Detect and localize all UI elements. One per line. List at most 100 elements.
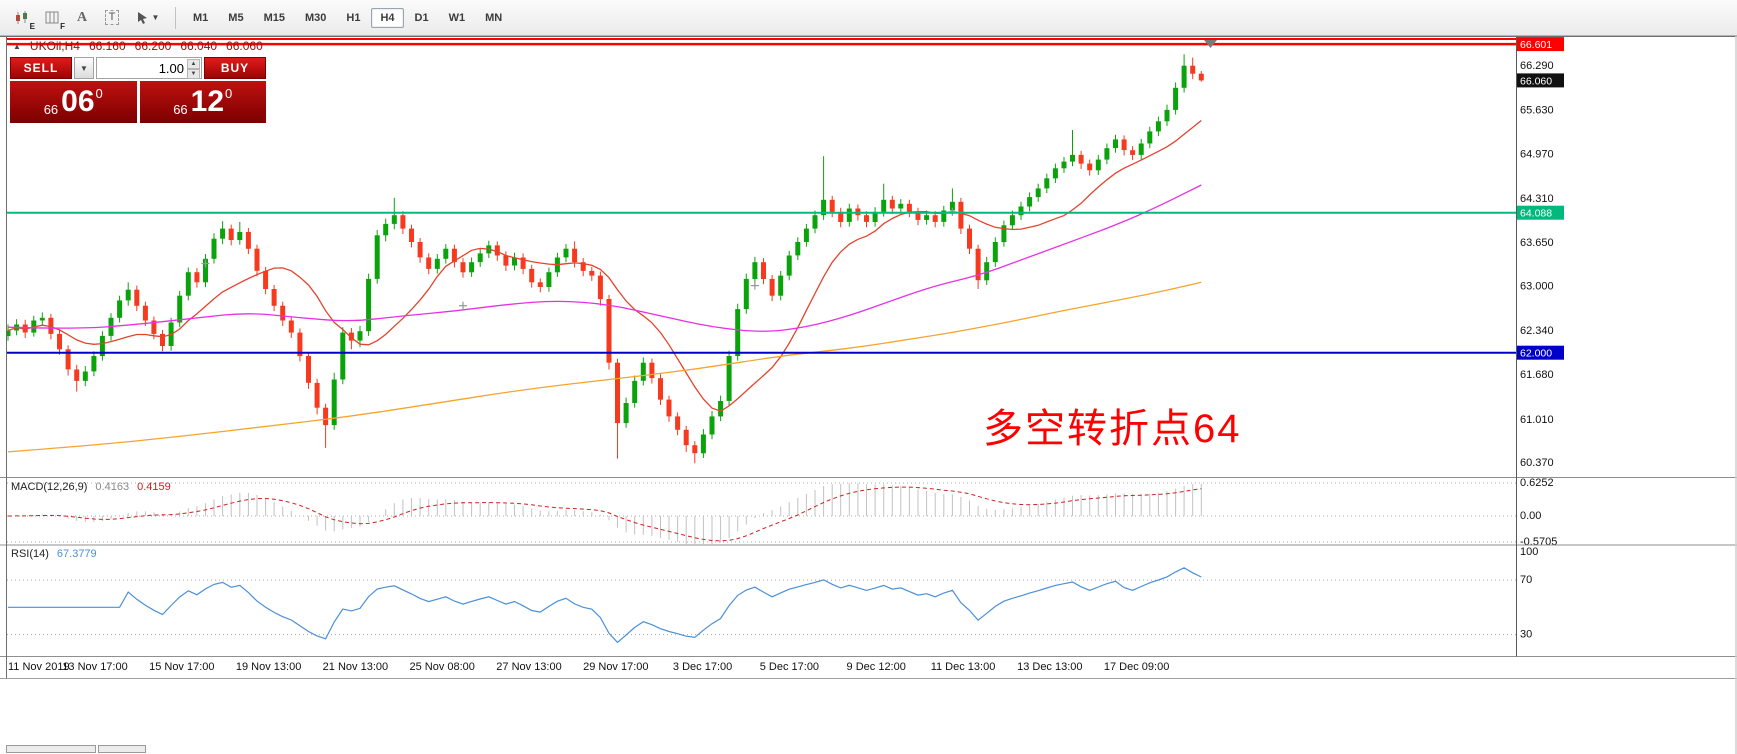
grid-icon [45, 11, 59, 23]
bid-big-digits: 06 [61, 85, 95, 118]
chart-ohlc-header: ▲ UKOil,H4 66.160 66.200 66.040 66.060 [13, 39, 263, 53]
price-badge [1517, 205, 1564, 220]
time-axis[interactable] [7, 657, 1516, 678]
time-axis-label: 25 Nov 08:00 [409, 661, 474, 673]
price-badge-label: 62.000 [1520, 348, 1552, 360]
price-axis-label: 63.000 [1520, 281, 1554, 293]
chart-plot-area[interactable] [7, 37, 1516, 678]
timeframe-button-m1[interactable]: M1 [193, 11, 209, 24]
time-axis-label: 3 Dec 17:00 [673, 661, 732, 673]
time-axis-label: 19 Nov 13:00 [236, 661, 301, 673]
chart-template-f-button[interactable]: F [38, 5, 66, 31]
rsi-axis-label: 70 [1520, 574, 1532, 586]
rsi-axis-label: 30 [1520, 629, 1532, 641]
macd-title: MACD(12,26,9) [11, 481, 88, 493]
timeframe-button-mn[interactable]: MN [485, 11, 503, 24]
rsi-value: 67.3779 [56, 548, 97, 560]
macd-histogram [16, 483, 1202, 544]
time-axis-label: 13 Dec 13:00 [1017, 661, 1082, 673]
rsi-axis-label: 100 [1520, 546, 1538, 558]
price-axis-label: 60.370 [1520, 457, 1554, 469]
time-axis-label: 5 Dec 17:00 [760, 661, 819, 673]
timeframe-button-m5[interactable]: M5 [228, 11, 244, 24]
text-t-icon: T [104, 10, 120, 25]
buy-button[interactable]: BUY [204, 57, 266, 79]
time-axis-label: 27 Nov 13:00 [496, 661, 561, 673]
symbol-label: UKOil,H4 [29, 39, 80, 53]
toolbar-separator [175, 6, 176, 29]
bid-prefix: 66 [43, 102, 59, 117]
price-badge-label: 64.088 [1520, 208, 1552, 220]
timeframe-button-h1[interactable]: H1 [346, 11, 361, 24]
ma-mid-line [7, 184, 1202, 332]
ask-sup-digit: 0 [225, 86, 233, 101]
ask-price-display[interactable]: 66 12 0 [139, 81, 266, 123]
one-click-trading-panel: SELL ▼ ▲ ▼ BUY 66 06 0 66 12 0 [10, 57, 266, 123]
price-axis-label: 61.680 [1520, 369, 1554, 381]
ohlc-low: 66.040 [180, 39, 218, 53]
timeframe-button-m15[interactable]: M15 [263, 11, 285, 24]
price-axis-label: 61.010 [1520, 414, 1554, 426]
text-annotation-button[interactable]: A [68, 5, 96, 31]
time-axis-label: 29 Nov 17:00 [583, 661, 648, 673]
chart-template-e-button[interactable]: E [8, 5, 36, 31]
bid-sup-digit: 0 [95, 86, 103, 101]
volume-down-button[interactable]: ▼ [187, 69, 200, 79]
tool-sub-label: E [29, 21, 35, 31]
volume-up-button[interactable]: ▲ [187, 59, 200, 69]
text-a-icon: A [76, 9, 88, 25]
minimized-window-tab[interactable] [98, 745, 146, 753]
price-badge [1517, 73, 1564, 88]
price-badge [1517, 37, 1564, 52]
ohlc-high: 66.200 [134, 39, 172, 53]
macd-axis-label: 0.00 [1520, 510, 1541, 522]
price-axis-label: 64.970 [1520, 149, 1554, 161]
cursor-icon [137, 12, 147, 24]
price-axis-label: 63.650 [1520, 237, 1554, 249]
timeframe-button-w1[interactable]: W1 [448, 11, 466, 24]
rsi-line [8, 567, 1202, 644]
symbol-marker-icon: ▲ [13, 41, 21, 51]
price-axis-label: 65.630 [1520, 104, 1554, 116]
price-badge-label: 66.060 [1520, 75, 1552, 87]
timeframe-button-d1[interactable]: D1 [414, 11, 429, 24]
tool-sub-label: F [60, 21, 65, 31]
price-badge [1517, 345, 1564, 360]
time-axis-label: 21 Nov 13:00 [323, 661, 388, 673]
ask-big-digits: 12 [190, 85, 225, 118]
time-axis-label: 13 Nov 17:00 [62, 661, 127, 673]
volume-dropdown[interactable]: ▼ [74, 57, 94, 79]
bid-price-display[interactable]: 66 06 0 [10, 81, 137, 123]
volume-input[interactable] [97, 58, 201, 78]
volume-field: ▲ ▼ [96, 57, 202, 79]
ma-fast-line [7, 119, 1202, 412]
price-badge-label: 66.601 [1520, 39, 1552, 51]
ask-prefix: 66 [173, 102, 188, 117]
timeframe-button-m30[interactable]: M30 [304, 11, 327, 24]
time-axis-label: 15 Nov 17:00 [149, 661, 214, 673]
ohlc-open: 66.160 [88, 39, 126, 53]
time-axis-label: 9 Dec 12:00 [847, 661, 906, 673]
chart-text-annotation: 多空转折点64 [983, 407, 1242, 451]
sell-button[interactable]: SELL [10, 57, 72, 79]
macd-signal-line [7, 486, 1202, 542]
ma-slow-line [7, 281, 1202, 453]
chevron-down-icon: ▼ [151, 13, 160, 22]
cursor-tool-button[interactable]: ▼ [128, 5, 166, 31]
timeframe-button-h4[interactable]: H4 [371, 7, 404, 28]
timeframe-toolbar: M1 M5 M15 M30 H1 H4 D1 W1 MN [183, 7, 512, 28]
time-axis-label: 11 Nov 2019 [8, 661, 70, 673]
price-axis-label: 64.310 [1520, 193, 1554, 205]
macd-header: MACD(12,26,9) 0.4163 0.4159 [11, 481, 171, 493]
ohlc-close: 66.060 [226, 39, 263, 53]
text-box-button[interactable]: T [98, 5, 126, 31]
chart-shift-marker-icon[interactable] [1204, 40, 1217, 48]
candlestick-series [7, 54, 1204, 464]
time-axis-label: 17 Dec 09:00 [1104, 661, 1169, 673]
candlestick-icon [16, 10, 27, 24]
macd-main-value: 0.4163 [95, 481, 130, 493]
price-axis-label: 66.290 [1520, 60, 1554, 72]
minimized-window-tab[interactable] [6, 745, 96, 753]
macd-axis-label: 0.6252 [1520, 477, 1554, 489]
